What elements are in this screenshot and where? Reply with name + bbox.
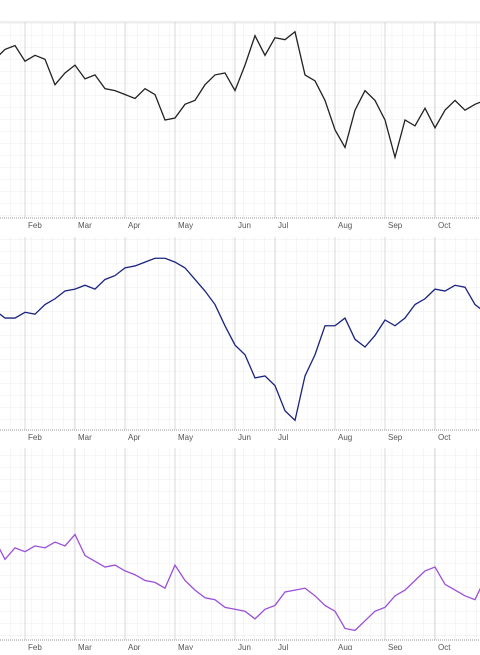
x-tick-label: Jun bbox=[238, 433, 251, 442]
x-tick-label: Apr bbox=[128, 433, 141, 442]
x-tick-label: Feb bbox=[28, 433, 42, 442]
x-tick-label: Mar bbox=[78, 433, 92, 442]
x-tick-label: Oct bbox=[438, 221, 451, 230]
series-line bbox=[0, 533, 480, 632]
x-tick-label: Jul bbox=[278, 433, 288, 442]
x-tick-label: Jun bbox=[238, 221, 251, 230]
x-tick-label: Apr bbox=[128, 221, 141, 230]
x-tick-label: Sep bbox=[388, 643, 403, 650]
x-tick-label: Aug bbox=[338, 433, 352, 442]
x-tick-label: May bbox=[178, 643, 193, 650]
grid-background bbox=[0, 237, 480, 430]
x-tick-label: Sep bbox=[388, 433, 403, 442]
series-line bbox=[0, 257, 480, 422]
x-tick-label: Jul bbox=[278, 221, 288, 230]
x-tick-label: Mar bbox=[78, 221, 92, 230]
x-tick-label: Aug bbox=[338, 221, 352, 230]
x-tick-label: Jun bbox=[238, 643, 251, 650]
x-tick-label: Feb bbox=[28, 643, 42, 650]
grid-background bbox=[0, 22, 480, 218]
x-tick-label: Jul bbox=[278, 643, 288, 650]
x-tick-label: Apr bbox=[128, 643, 141, 650]
x-tick-label: May bbox=[178, 221, 193, 230]
x-tick-label: Oct bbox=[438, 643, 451, 650]
x-tick-label: Sep bbox=[388, 221, 403, 230]
x-tick-label: Aug bbox=[338, 643, 352, 650]
x-tick-label: Mar bbox=[78, 643, 92, 650]
x-tick-label: Feb bbox=[28, 221, 42, 230]
x-tick-label: Oct bbox=[438, 433, 451, 442]
series-line bbox=[0, 30, 480, 160]
grid-background bbox=[0, 448, 480, 640]
x-tick-label: May bbox=[178, 433, 193, 442]
